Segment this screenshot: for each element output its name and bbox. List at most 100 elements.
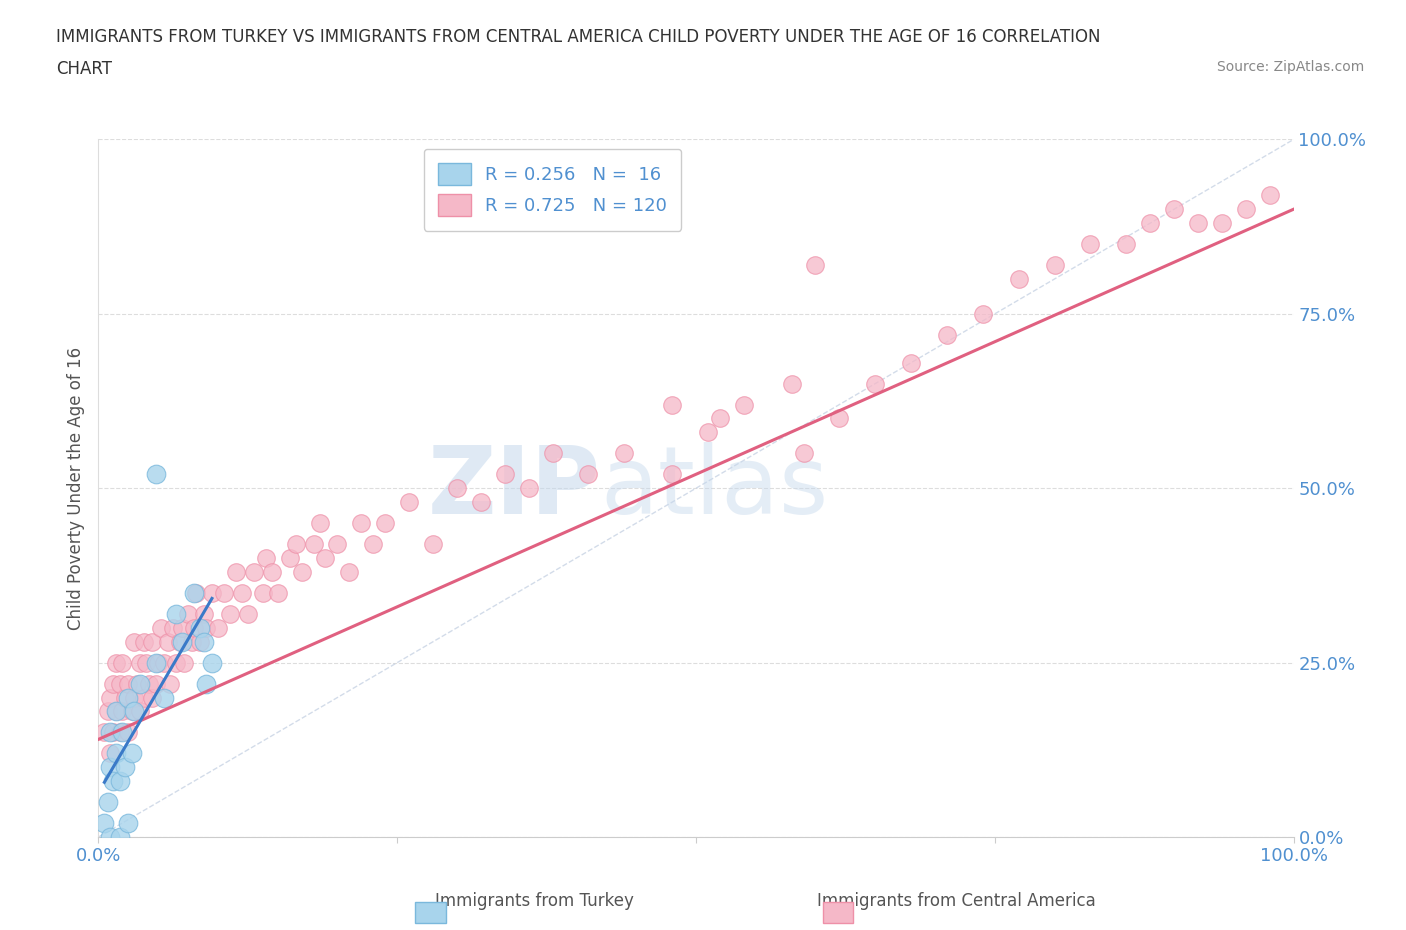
Point xyxy=(135,655,157,670)
Point xyxy=(212,586,235,601)
Point xyxy=(302,537,325,551)
Point xyxy=(105,746,128,761)
Point xyxy=(260,565,283,579)
Point xyxy=(93,816,115,830)
Point xyxy=(225,565,247,579)
Point xyxy=(661,397,683,412)
Point xyxy=(517,481,540,496)
Point xyxy=(153,655,176,670)
Point xyxy=(101,676,124,691)
Legend: R = 0.256   N =  16, R = 0.725   N = 120: R = 0.256 N = 16, R = 0.725 N = 120 xyxy=(423,149,682,231)
Point xyxy=(194,676,217,691)
Point xyxy=(1234,202,1257,217)
Point xyxy=(111,725,134,740)
Point xyxy=(162,620,184,635)
Point xyxy=(111,704,134,719)
Point xyxy=(129,676,152,691)
Point xyxy=(105,704,128,719)
Point xyxy=(93,725,115,740)
Point xyxy=(117,816,139,830)
Point xyxy=(326,537,349,551)
Point xyxy=(398,495,420,510)
Point xyxy=(1007,272,1029,286)
Point xyxy=(117,690,139,705)
Point xyxy=(108,725,131,740)
Point xyxy=(494,467,516,482)
Point xyxy=(172,620,194,635)
Point xyxy=(98,760,122,775)
Point xyxy=(124,704,146,719)
Point xyxy=(267,586,290,601)
Point xyxy=(108,774,131,789)
Point xyxy=(117,725,139,740)
Point xyxy=(186,586,208,601)
Point xyxy=(541,445,564,460)
Point xyxy=(284,537,307,551)
Point xyxy=(129,704,152,719)
Point xyxy=(193,634,215,649)
Point xyxy=(156,634,179,649)
Point xyxy=(1080,237,1102,252)
Point xyxy=(129,655,152,670)
Text: Source: ZipAtlas.com: Source: ZipAtlas.com xyxy=(1216,60,1364,74)
Point xyxy=(207,620,229,635)
Point xyxy=(180,634,202,649)
Point xyxy=(252,586,274,601)
Text: ZIP: ZIP xyxy=(427,443,600,534)
Point xyxy=(363,537,385,551)
Point xyxy=(972,307,994,322)
Point xyxy=(793,445,815,460)
Text: Immigrants from Turkey: Immigrants from Turkey xyxy=(434,892,634,910)
Point xyxy=(98,830,122,844)
Point xyxy=(165,606,187,621)
Point xyxy=(188,620,211,635)
Point xyxy=(374,515,396,530)
Point xyxy=(828,411,851,426)
Point xyxy=(124,690,146,705)
Point xyxy=(145,676,167,691)
Point xyxy=(124,634,146,649)
Point xyxy=(1115,237,1137,252)
Point xyxy=(183,620,205,635)
Point xyxy=(194,620,217,635)
Point xyxy=(254,551,277,565)
Point xyxy=(350,515,373,530)
Point xyxy=(177,606,200,621)
Point xyxy=(733,397,755,412)
Point xyxy=(1258,188,1281,203)
Y-axis label: Child Poverty Under the Age of 16: Child Poverty Under the Age of 16 xyxy=(66,347,84,630)
Point xyxy=(105,655,128,670)
Point xyxy=(149,620,172,635)
Point xyxy=(337,565,360,579)
Text: IMMIGRANTS FROM TURKEY VS IMMIGRANTS FROM CENTRAL AMERICA CHILD POVERTY UNDER TH: IMMIGRANTS FROM TURKEY VS IMMIGRANTS FRO… xyxy=(56,28,1101,46)
Text: CHART: CHART xyxy=(56,60,112,78)
Text: Immigrants from Central America: Immigrants from Central America xyxy=(817,892,1095,910)
Point xyxy=(141,690,163,705)
Point xyxy=(1187,216,1209,231)
Point xyxy=(278,551,301,565)
Point xyxy=(121,704,143,719)
Point xyxy=(111,655,134,670)
Point xyxy=(863,376,886,391)
Point xyxy=(97,704,120,719)
Point xyxy=(219,606,242,621)
Point xyxy=(98,725,122,740)
Point xyxy=(576,467,599,482)
Point xyxy=(201,655,224,670)
Point xyxy=(1139,216,1161,231)
Point xyxy=(613,445,636,460)
Point xyxy=(108,830,131,844)
Point xyxy=(172,634,194,649)
Point xyxy=(148,655,170,670)
Point xyxy=(105,704,128,719)
Point xyxy=(132,634,155,649)
Point xyxy=(236,606,259,621)
Point xyxy=(101,725,124,740)
Point xyxy=(290,565,312,579)
Point xyxy=(231,586,253,601)
Point xyxy=(709,411,731,426)
Point xyxy=(243,565,266,579)
Point xyxy=(315,551,337,565)
Point xyxy=(145,655,167,670)
Point xyxy=(121,746,143,761)
